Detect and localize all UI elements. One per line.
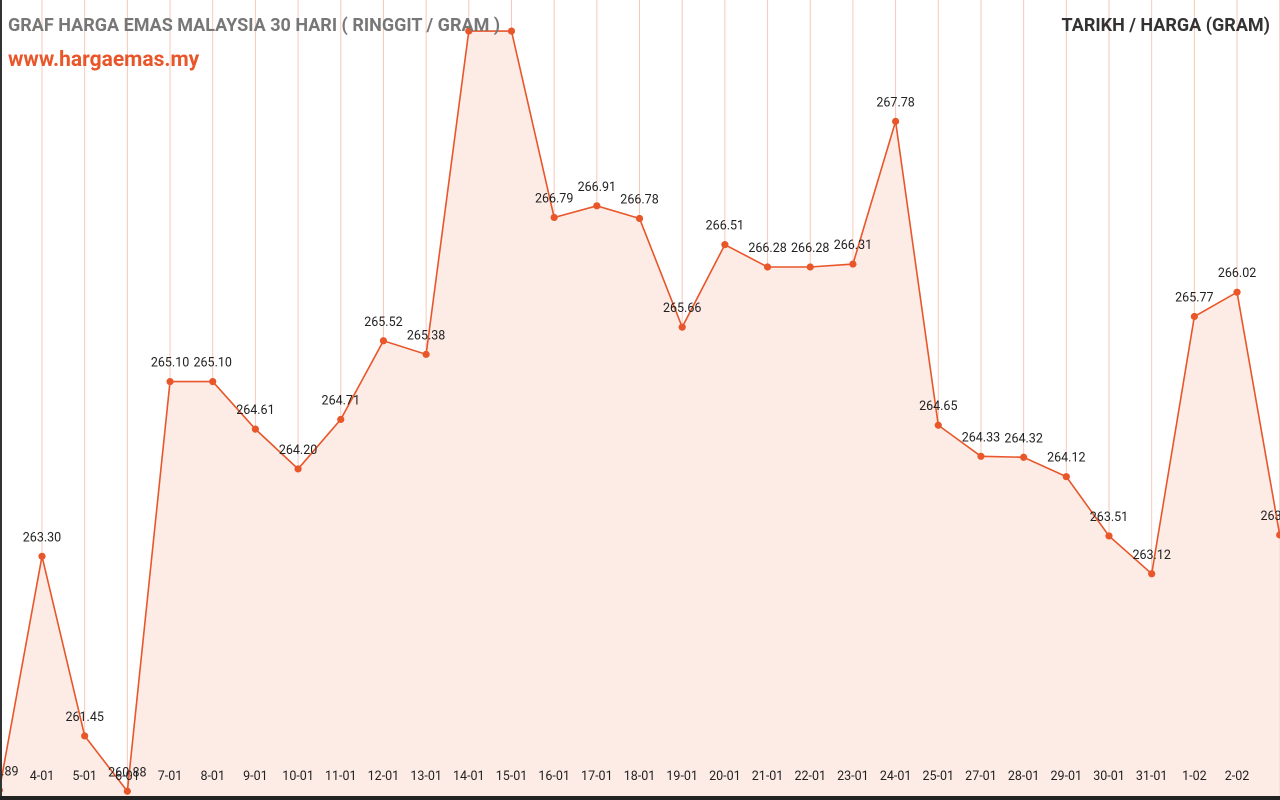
value-label: 266.28 <box>748 241 786 256</box>
value-label: 266.02 <box>1218 266 1256 281</box>
x-tick-label: 23-01 <box>837 769 869 784</box>
x-tick-label: 20-01 <box>709 769 741 784</box>
point <box>934 421 942 429</box>
x-tick-label: 5-01 <box>72 769 97 784</box>
point <box>422 350 430 358</box>
value-label: 263.52 <box>1261 509 1280 524</box>
x-tick-label: 30-01 <box>1093 769 1125 784</box>
point <box>806 263 814 271</box>
point <box>379 337 388 345</box>
value-label: 266.91 <box>578 180 616 195</box>
value-label: 266.28 <box>791 241 829 256</box>
point <box>38 552 46 560</box>
value-label: 265.10 <box>194 356 232 371</box>
value-label: 263.12 <box>1132 548 1170 563</box>
value-label: 264.65 <box>919 399 957 414</box>
point <box>123 787 131 795</box>
value-label: 260.89 <box>0 764 19 779</box>
x-tick-label: 9-01 <box>243 769 268 784</box>
x-tick-label: 7-01 <box>158 769 183 784</box>
x-tick-label: 18-01 <box>624 769 656 784</box>
x-tick-label: 25-01 <box>922 769 954 784</box>
x-tick-label: 11-01 <box>325 769 357 784</box>
value-label: 266.79 <box>535 191 573 206</box>
x-tick-label: 15-01 <box>496 769 528 784</box>
point <box>81 732 89 740</box>
value-label: 264.20 <box>279 443 317 458</box>
x-tick-label: 14-01 <box>453 769 485 784</box>
point <box>337 415 345 424</box>
x-tick-label: 12-01 <box>368 769 400 784</box>
point <box>251 425 259 433</box>
x-tick-label: 31-01 <box>1136 769 1168 784</box>
point <box>1190 312 1198 321</box>
point <box>1148 570 1156 578</box>
chart-title: GRAF HARGA EMAS MALAYSIA 30 HARI ( RINGG… <box>8 15 500 36</box>
x-tick-label: 6-01 <box>115 769 140 784</box>
point <box>635 214 644 223</box>
chart-subtitle: www.hargaemas.my <box>8 48 200 72</box>
value-label: 266.31 <box>834 238 872 253</box>
value-label: 265.66 <box>663 301 701 316</box>
value-label: 260.88 <box>108 765 146 780</box>
value-label: 264.12 <box>1047 451 1085 466</box>
point <box>1105 532 1113 540</box>
labels: 4-01 5-01 6-01 7-01 8-01 9-01 10-01 11-01 12-01 1… <box>0 95 1280 784</box>
point <box>593 202 601 210</box>
x-tick-label: 1-02 <box>1182 769 1207 784</box>
value-label: 265.10 <box>151 356 189 371</box>
value-label: 263.30 <box>23 530 61 545</box>
x-tick-label: 28-01 <box>1008 769 1040 784</box>
point <box>678 323 686 331</box>
value-label: 267.78 <box>876 95 914 110</box>
x-tick-label: 29-01 <box>1051 769 1083 784</box>
point <box>166 377 174 386</box>
x-tick-label: 13-01 <box>410 769 442 784</box>
x-tick-label: 19-01 <box>666 769 698 784</box>
x-tick-label: 17-01 <box>581 769 613 784</box>
left-edge <box>0 0 2 800</box>
value-label: 261.45 <box>65 710 103 725</box>
x-tick-label: 27-01 <box>965 769 997 784</box>
point <box>507 27 516 35</box>
x-tick-label: 4-01 <box>30 769 55 784</box>
value-label: 264.32 <box>1004 431 1042 446</box>
point <box>977 452 985 460</box>
point <box>1062 473 1070 481</box>
bottom-edge <box>0 796 1280 800</box>
value-label: 264.33 <box>962 430 1000 445</box>
point <box>763 263 772 271</box>
value-label: 265.38 <box>407 328 445 343</box>
x-tick-label: 2-02 <box>1225 769 1250 784</box>
value-label: 265.52 <box>364 315 402 330</box>
value-label: 266.51 <box>706 219 744 234</box>
x-tick-label: 16-01 <box>538 769 570 784</box>
x-tick-label: 8-01 <box>200 769 225 784</box>
point <box>1020 453 1028 461</box>
point <box>1233 288 1241 296</box>
x-tick-label: 10-01 <box>282 769 314 784</box>
value-label: 264.71 <box>322 393 360 408</box>
point <box>465 27 473 35</box>
value-label: 266.78 <box>620 192 658 207</box>
area <box>0 31 1280 796</box>
point <box>550 213 558 222</box>
x-tick-label: 24-01 <box>880 769 912 784</box>
point <box>849 260 857 268</box>
point <box>294 465 302 473</box>
point <box>209 377 217 386</box>
value-label: 263.51 <box>1090 510 1128 525</box>
point <box>721 241 729 249</box>
value-label: 264.61 <box>236 403 274 418</box>
x-tick-label: 22-01 <box>794 769 826 784</box>
point <box>892 117 900 125</box>
plot <box>0 27 1280 796</box>
value-label: 265.77 <box>1175 291 1213 306</box>
x-tick-label: 21-01 <box>752 769 784 784</box>
legend-label: TARIKH / HARGA (GRAM) <box>1062 15 1270 36</box>
point <box>1276 531 1280 539</box>
